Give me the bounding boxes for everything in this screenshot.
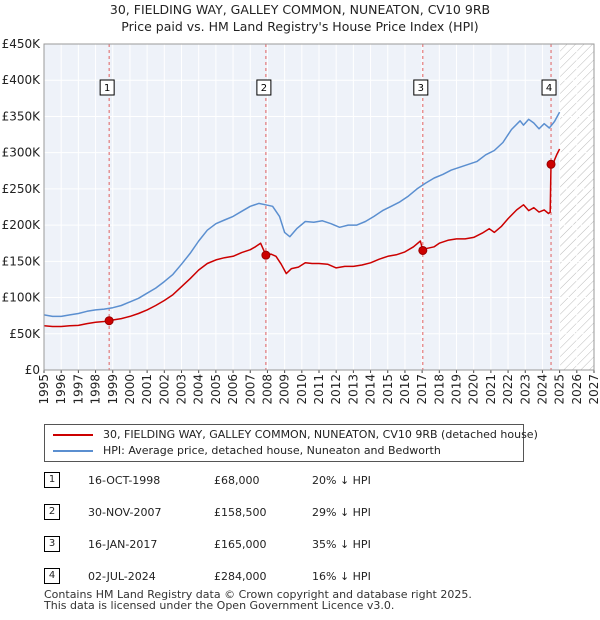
x-tick-label: 2007 <box>243 374 257 405</box>
x-tick-label: 2016 <box>398 374 412 405</box>
x-tick-label: 2011 <box>312 374 326 405</box>
x-tick-label: 2021 <box>484 374 498 405</box>
x-tick-label: 1999 <box>106 374 120 405</box>
transaction-point <box>261 250 271 260</box>
x-tick-label: 2013 <box>346 374 360 405</box>
x-tick-label: 2020 <box>467 374 481 405</box>
x-tick-label: 2002 <box>157 374 171 405</box>
chart-title: 30, FIELDING WAY, GALLEY COMMON, NUNEATO… <box>109 2 491 17</box>
legend-label-hpi: HPI: Average price, detached house, Nune… <box>103 444 441 457</box>
transaction-price: £68,000 <box>214 474 260 487</box>
y-tick-label: £350K <box>2 109 42 123</box>
transaction-label-box <box>256 79 272 96</box>
x-tick-label: 2003 <box>175 374 189 405</box>
x-tick-label: 2025 <box>553 374 567 405</box>
transaction-price: £165,000 <box>214 538 267 551</box>
footer-copyright: Contains HM Land Registry data © Crown c… <box>44 588 472 601</box>
x-tick-label: 2023 <box>518 374 532 405</box>
x-tick-label: 2027 <box>587 374 600 405</box>
footer-license: This data is licensed under the Open Gov… <box>44 599 395 612</box>
x-tick-label: 2009 <box>278 374 292 405</box>
transaction-label-box <box>413 79 429 96</box>
x-tick-label: 2019 <box>450 374 464 405</box>
y-tick-label: £450K <box>2 37 42 51</box>
y-tick-label: £50K <box>9 327 41 341</box>
x-tick-label: 2014 <box>364 374 378 405</box>
x-tick-label: 1998 <box>89 374 103 405</box>
x-tick-label: 1996 <box>54 374 68 405</box>
transaction-label-box <box>541 79 557 96</box>
x-tick-label: 2010 <box>295 374 309 405</box>
transaction-date: 30-NOV-2007 <box>88 506 162 519</box>
y-tick-label: £200K <box>2 218 42 232</box>
x-tick-label: 2005 <box>209 374 223 405</box>
x-tick-label: 1995 <box>37 374 51 405</box>
y-tick-label: £400K <box>2 73 42 87</box>
transaction-price: £284,000 <box>214 570 267 583</box>
y-tick-label: £150K <box>2 254 42 268</box>
y-tick-label: £0 <box>25 363 40 377</box>
x-tick-label: 2004 <box>192 374 206 405</box>
transaction-label-box <box>99 79 115 96</box>
transaction-delta: 20% ↓ HPI <box>312 474 371 487</box>
transaction-delta: 35% ↓ HPI <box>312 538 371 551</box>
x-tick-label: 2017 <box>415 374 429 405</box>
transaction-date: 02-JUL-2024 <box>88 570 156 583</box>
footer: Contains HM Land Registry data © Crown c… <box>44 589 472 611</box>
transaction-label: 1 <box>104 83 110 94</box>
x-tick-label: 2024 <box>535 374 549 405</box>
chart-subtitle: Price paid vs. HM Land Registry's House … <box>121 19 479 34</box>
transaction-badge: 2 <box>44 504 60 520</box>
x-tick-label: 2026 <box>570 374 584 405</box>
series-line-hpi <box>44 111 561 318</box>
x-tick-label: 2012 <box>329 374 343 405</box>
legend-line-blue <box>53 450 93 452</box>
transaction-label: 2 <box>261 83 267 94</box>
x-tick-label: 2008 <box>260 374 274 405</box>
x-tick-label: 2022 <box>501 374 515 405</box>
transaction-label: 3 <box>418 83 424 94</box>
transaction-date: 16-JAN-2017 <box>88 538 158 551</box>
legend-line-red <box>53 434 93 436</box>
price-chart: £0 £50K £100K £150K £200K £250K £300K £350K £400… <box>2 37 600 405</box>
x-tick-label: 2018 <box>432 374 446 405</box>
transaction-label: 4 <box>546 83 552 94</box>
transaction-badge: 1 <box>44 472 60 488</box>
transaction-delta: 29% ↓ HPI <box>312 506 371 519</box>
x-tick-label: 1997 <box>71 374 85 405</box>
legend-label-property: 30, FIELDING WAY, GALLEY COMMON, NUNEATO… <box>103 428 538 441</box>
table-row: 4 02-JUL-2024 £284,000 16% ↓ HPI <box>44 568 444 584</box>
transaction-badge: 4 <box>44 568 60 584</box>
table-row: 2 30-NOV-2007 £158,500 29% ↓ HPI <box>44 504 444 520</box>
transaction-point <box>104 316 114 326</box>
x-tick-label: 2001 <box>140 374 154 405</box>
chart-legend: 30, FIELDING WAY, GALLEY COMMON, NUNEATO… <box>44 424 538 462</box>
series-line-property <box>44 148 561 328</box>
table-row: 3 16-JAN-2017 £165,000 35% ↓ HPI <box>44 536 444 552</box>
x-tick-label: 2015 <box>381 374 395 405</box>
transaction-badge: 3 <box>44 536 60 552</box>
table-row: 1 16-OCT-1998 £68,000 20% ↓ HPI <box>44 472 444 488</box>
transaction-price: £158,500 <box>214 506 267 519</box>
y-tick-label: £250K <box>2 182 42 196</box>
y-tick-label: £300K <box>2 146 42 160</box>
transaction-date: 16-OCT-1998 <box>88 474 161 487</box>
transaction-point <box>418 245 428 255</box>
x-tick-label: 2000 <box>123 374 137 405</box>
x-tick-label: 2006 <box>226 374 240 405</box>
y-tick-label: £100K <box>2 291 42 305</box>
plot-border <box>43 43 595 371</box>
transaction-point <box>546 159 556 169</box>
transaction-delta: 16% ↓ HPI <box>312 570 371 583</box>
